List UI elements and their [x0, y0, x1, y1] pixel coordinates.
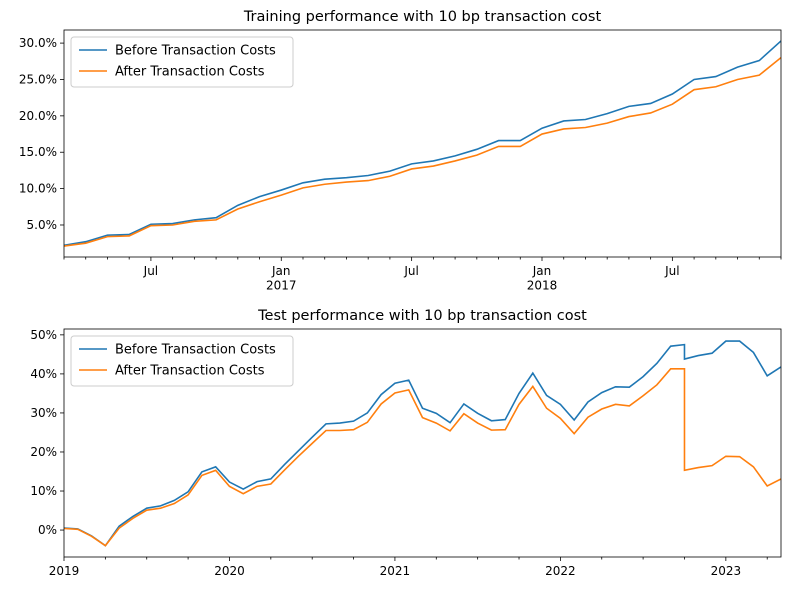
legend-label: Before Transaction Costs	[115, 44, 276, 59]
x-tick-label: Jul	[664, 264, 679, 278]
y-tick-label: 0%	[38, 523, 57, 537]
y-tick-label: 25.0%	[19, 72, 57, 86]
x-tick-label: 2022	[545, 564, 576, 578]
y-tick-label: 20.0%	[19, 109, 57, 123]
y-tick-label: 10%	[30, 484, 57, 498]
x-tick-label: 2023	[711, 564, 742, 578]
legend-box	[70, 335, 294, 387]
x-tick-label: Jul	[143, 264, 158, 278]
y-tick-label: 20%	[30, 445, 57, 459]
y-tick-label: 40%	[30, 367, 57, 381]
y-tick-label: 5.0%	[27, 218, 58, 232]
x-tick-label: 2019	[49, 564, 80, 578]
legend-label: After Transaction Costs	[115, 364, 265, 379]
y-tick-label: 15.0%	[19, 145, 57, 159]
chart-title: Training performance with 10 bp transact…	[243, 9, 602, 25]
series-line	[64, 368, 781, 547]
x-tick-label: 2021	[380, 564, 411, 578]
legend-box	[70, 36, 294, 88]
series-line	[64, 40, 781, 247]
legend-label: After Transaction Costs	[115, 65, 265, 80]
axes-frame	[63, 328, 782, 558]
y-tick-label: 30.0%	[19, 36, 57, 50]
x-tick-label: Jan 2018	[527, 264, 558, 292]
axes-frame	[63, 29, 782, 258]
x-tick-label: 2020	[214, 564, 245, 578]
series-line	[64, 340, 781, 547]
legend-label: Before Transaction Costs	[115, 343, 276, 358]
chart-title: Test performance with 10 bp transaction …	[257, 308, 587, 324]
y-tick-label: 10.0%	[19, 182, 57, 196]
x-tick-label: Jan 2017	[266, 264, 297, 292]
y-tick-label: 50%	[30, 328, 57, 342]
series-line	[64, 57, 781, 247]
y-tick-label: 30%	[30, 406, 57, 420]
x-tick-label: Jul	[403, 264, 418, 278]
